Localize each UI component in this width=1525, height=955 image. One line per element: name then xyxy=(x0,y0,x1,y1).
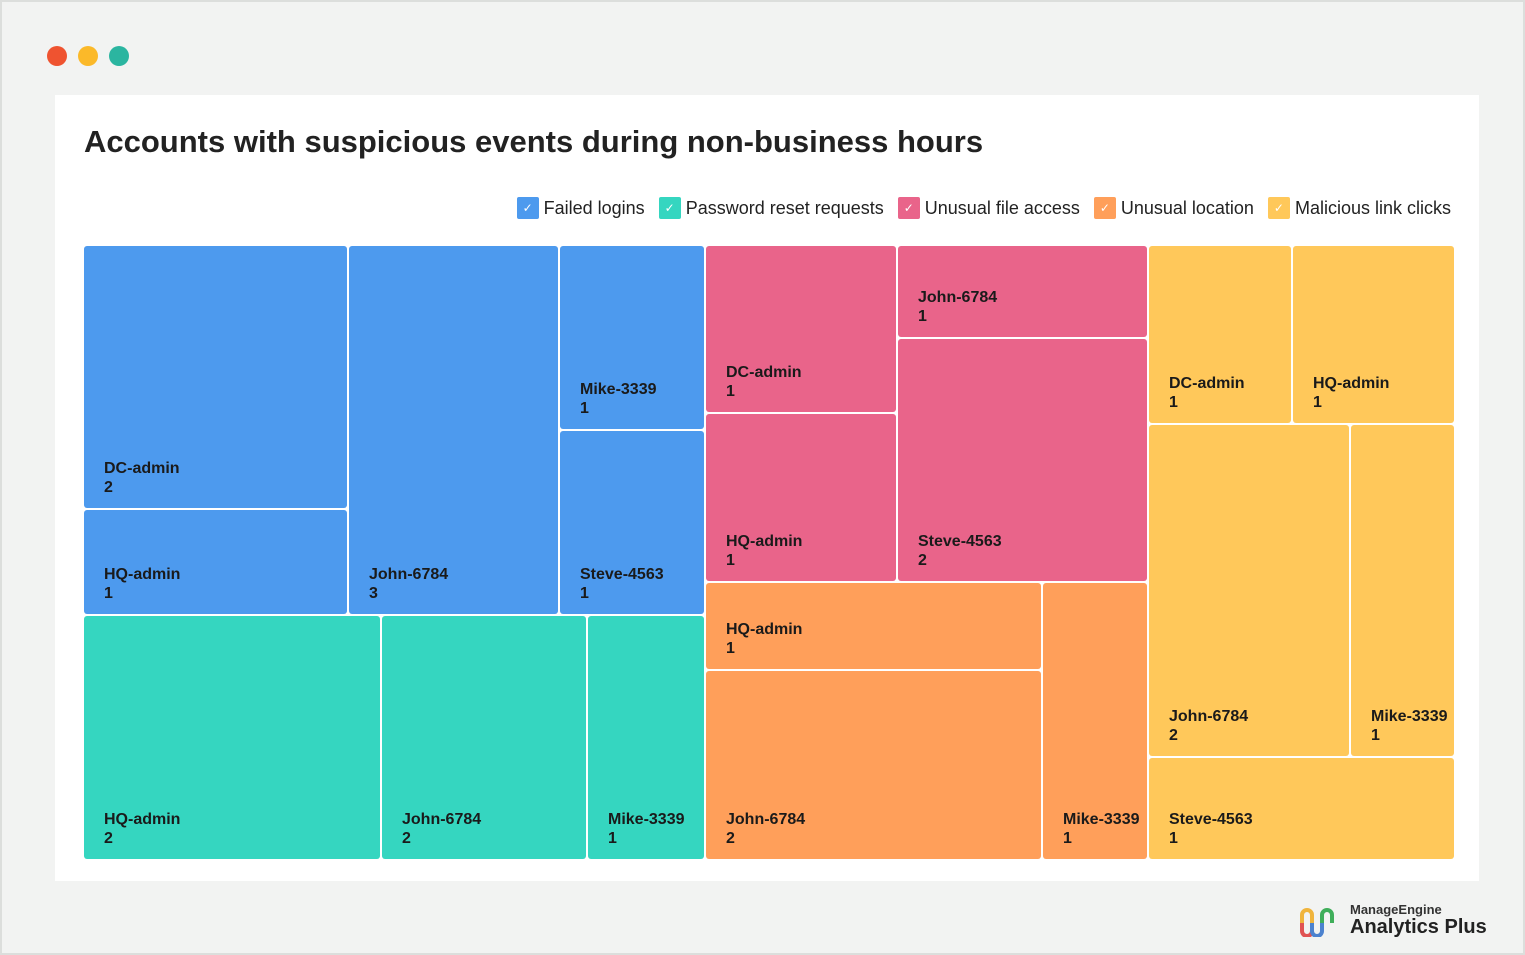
cell-value-label: 1 xyxy=(580,400,589,417)
cell-account-label: Steve-4563 xyxy=(1169,811,1253,828)
legend: ✓ Failed logins ✓ Password reset requests ✓ U… xyxy=(516,197,1451,219)
legend-label: Password reset requests xyxy=(685,197,884,218)
treemap-cell[interactable]: HQ-admin 1 xyxy=(84,510,347,614)
treemap-cell[interactable]: John-6784 2 xyxy=(1149,425,1349,756)
treemap-cell[interactable]: Mike-3339 1 xyxy=(560,246,704,429)
cell-value-label: 1 xyxy=(918,308,927,325)
cell-value-label: 1 xyxy=(1313,394,1322,411)
cell-account-label: John-6784 xyxy=(918,289,998,306)
brand-product: Analytics Plus xyxy=(1350,916,1487,938)
treemap-cell[interactable]: DC-admin 2 xyxy=(84,246,347,508)
treemap-cell[interactable]: Mike-3339 1 xyxy=(1351,425,1454,756)
treemap-cell[interactable]: DC-admin 1 xyxy=(1149,246,1291,423)
legend-label: Failed logins xyxy=(543,197,645,218)
cell-account-label: Mike-3339 xyxy=(1371,708,1448,725)
cell-account-label: HQ-admin xyxy=(726,621,803,638)
cell-value-label: 2 xyxy=(104,830,113,847)
cell-value-label: 1 xyxy=(608,830,617,847)
cell-value-label: 1 xyxy=(580,585,589,602)
cell-value-label: 1 xyxy=(726,640,735,657)
cell-value-label: 1 xyxy=(1169,394,1178,411)
cell-account-label: John-6784 xyxy=(369,566,449,583)
cell-account-label: DC-admin xyxy=(726,364,802,381)
checkbox-checked-icon[interactable]: ✓ xyxy=(658,197,681,219)
checkbox-checked-icon[interactable]: ✓ xyxy=(1093,197,1116,219)
treemap-cell[interactable]: Steve-4563 1 xyxy=(560,431,704,614)
window-maximize-dot[interactable] xyxy=(109,46,129,66)
cell-value-label: 1 xyxy=(726,552,735,569)
cell-value-label: 1 xyxy=(1063,830,1072,847)
cell-account-label: Mike-3339 xyxy=(608,811,685,828)
legend-item[interactable]: ✓ Unusual file access xyxy=(897,197,1080,219)
legend-label: Unusual location xyxy=(1120,197,1254,218)
checkbox-checked-icon[interactable]: ✓ xyxy=(897,197,920,219)
cell-account-label: John-6784 xyxy=(1169,708,1249,725)
analytics-plus-logo-icon xyxy=(1300,907,1334,937)
legend-item[interactable]: ✓ Unusual location xyxy=(1093,197,1254,219)
treemap-cell[interactable]: HQ-admin 1 xyxy=(706,414,896,581)
treemap-cell[interactable]: HQ-admin 1 xyxy=(1293,246,1454,423)
chart-title: Accounts with suspicious events during n… xyxy=(84,124,984,159)
treemap-cell[interactable]: Mike-3339 1 xyxy=(1043,583,1147,859)
cell-account-label: DC-admin xyxy=(1169,375,1245,392)
cell-account-label: DC-admin xyxy=(104,460,180,477)
cell-value-label: 1 xyxy=(104,585,113,602)
cell-value-label: 2 xyxy=(402,830,411,847)
checkbox-checked-icon[interactable]: ✓ xyxy=(516,197,539,219)
cell-value-label: 1 xyxy=(1371,727,1380,744)
cell-value-label: 1 xyxy=(726,383,735,400)
legend-item[interactable]: ✓ Failed logins xyxy=(516,197,645,219)
treemap-cell[interactable]: HQ-admin 1 xyxy=(706,583,1041,669)
cell-account-label: HQ-admin xyxy=(104,811,181,828)
cell-account-label: Steve-4563 xyxy=(918,533,1002,550)
treemap-cell[interactable]: John-6784 2 xyxy=(382,616,586,859)
legend-label: Malicious link clicks xyxy=(1294,197,1451,218)
cell-account-label: John-6784 xyxy=(402,811,482,828)
treemap-cell[interactable]: Steve-4563 1 xyxy=(1149,758,1454,859)
treemap-cell[interactable]: Steve-4563 2 xyxy=(898,339,1147,581)
treemap-cell[interactable]: John-6784 2 xyxy=(706,671,1041,859)
brand-logo: ManageEngine Analytics Plus xyxy=(1298,902,1487,937)
window-close-dot[interactable] xyxy=(47,46,67,66)
legend-label: Unusual file access xyxy=(924,197,1080,218)
cell-account-label: HQ-admin xyxy=(104,566,181,583)
window-minimize-dot[interactable] xyxy=(78,46,98,66)
treemap-cell[interactable]: Mike-3339 1 xyxy=(588,616,704,859)
treemap-cell[interactable]: HQ-admin 2 xyxy=(84,616,380,859)
cell-value-label: 3 xyxy=(369,585,378,602)
cell-account-label: John-6784 xyxy=(726,811,806,828)
brand-company: ManageEngine xyxy=(1350,902,1442,917)
legend-item[interactable]: ✓ Password reset requests xyxy=(658,197,884,219)
cell-value-label: 2 xyxy=(726,830,735,847)
treemap-cell[interactable]: John-6784 3 xyxy=(349,246,558,614)
treemap-cell[interactable]: John-6784 1 xyxy=(898,246,1147,337)
cell-value-label: 2 xyxy=(1169,727,1178,744)
treemap-cell[interactable]: DC-admin 1 xyxy=(706,246,896,412)
cell-account-label: HQ-admin xyxy=(1313,375,1390,392)
legend-item[interactable]: ✓ Malicious link clicks xyxy=(1267,197,1451,219)
cell-value-label: 1 xyxy=(1169,830,1178,847)
cell-value-label: 2 xyxy=(104,479,113,496)
cell-account-label: Mike-3339 xyxy=(580,381,657,398)
cell-account-label: Steve-4563 xyxy=(580,566,664,583)
cell-value-label: 2 xyxy=(918,552,927,569)
cell-account-label: Mike-3339 xyxy=(1063,811,1140,828)
checkbox-checked-icon[interactable]: ✓ xyxy=(1267,197,1290,219)
cell-account-label: HQ-admin xyxy=(726,533,803,550)
